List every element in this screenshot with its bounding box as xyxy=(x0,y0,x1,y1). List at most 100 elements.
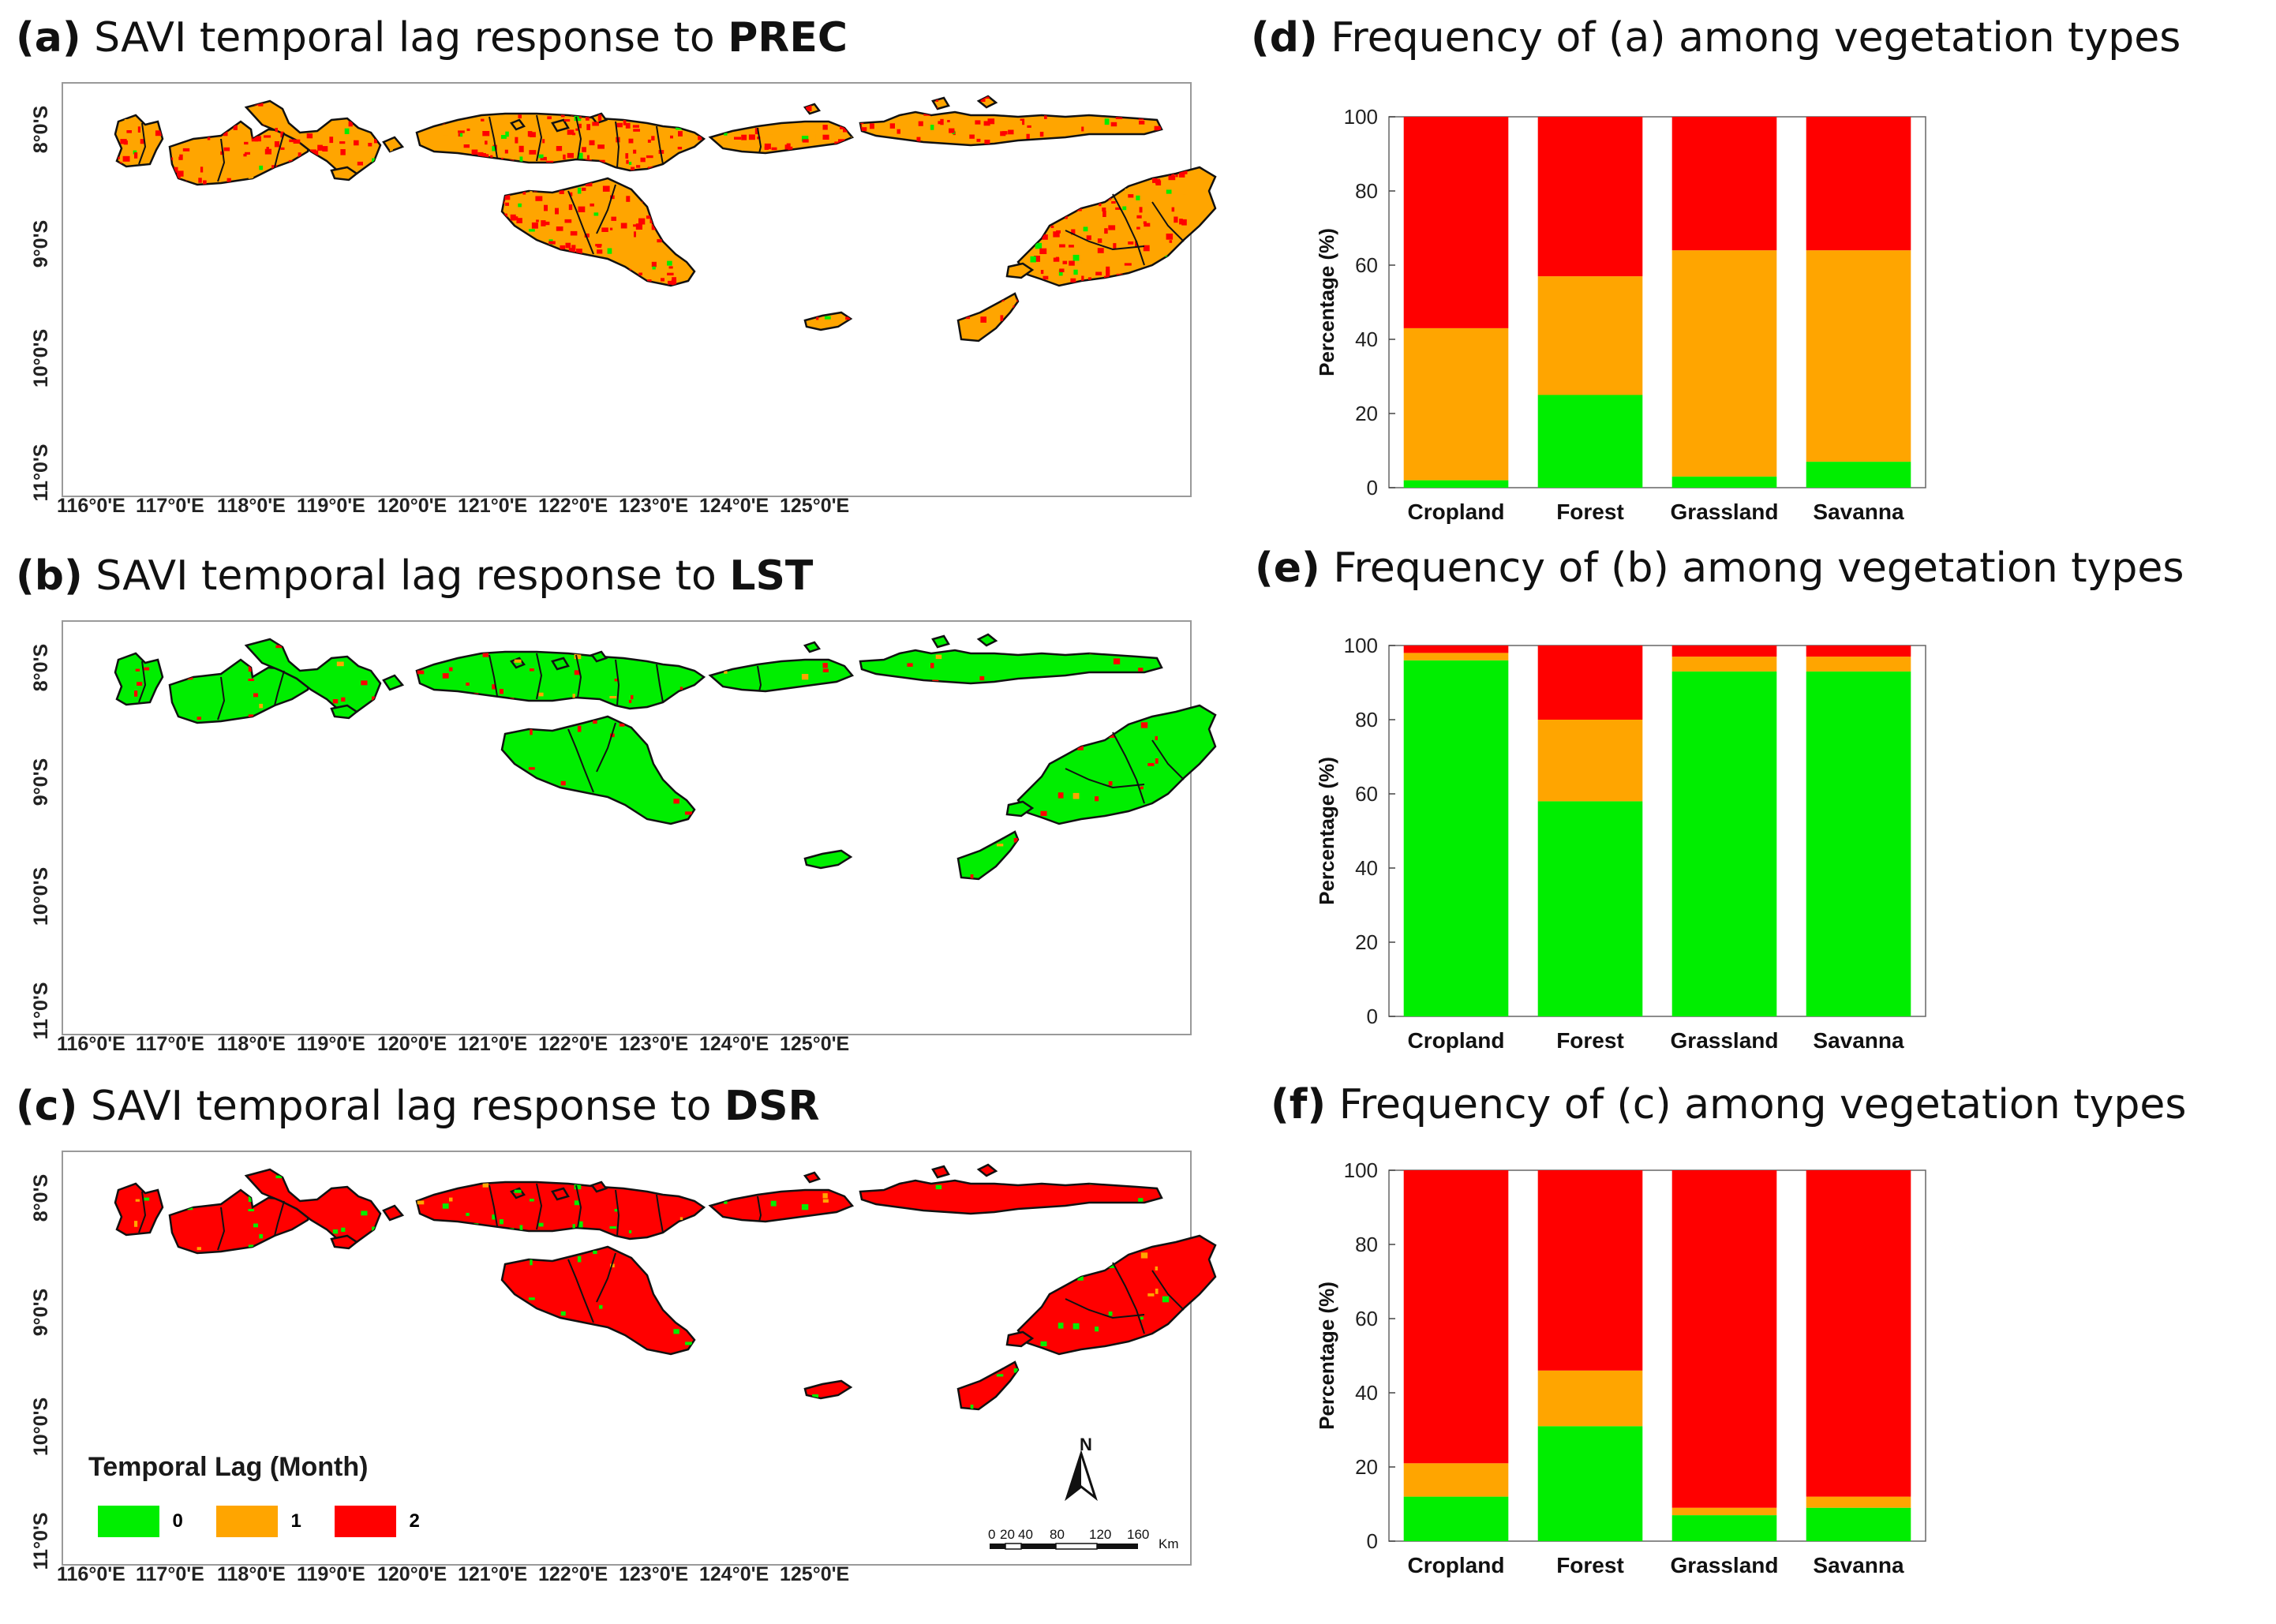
lag-pixel xyxy=(1151,274,1158,280)
lag-pixel xyxy=(426,1371,433,1375)
lag-pixel xyxy=(663,277,667,283)
lag-pixel xyxy=(458,130,465,133)
lag-pixel xyxy=(750,1165,754,1168)
lag-pixel xyxy=(77,761,80,765)
lag-pixel xyxy=(307,207,310,213)
lag-pixel xyxy=(134,152,138,159)
lag-pixel xyxy=(533,297,537,304)
lag-pixel xyxy=(148,215,152,219)
lag-pixel xyxy=(127,311,134,316)
lag-pixel xyxy=(122,273,128,279)
lag-pixel xyxy=(1129,1400,1132,1406)
lag-pixel xyxy=(895,807,901,810)
lag-pixel xyxy=(1129,870,1132,876)
lag-pixel xyxy=(892,242,896,248)
lag-pixel xyxy=(204,209,208,213)
lag-pixel xyxy=(867,717,871,720)
lag-pixel xyxy=(726,710,731,715)
lag-pixel xyxy=(799,287,803,294)
lag-pixel xyxy=(858,1407,863,1409)
lag-pixel xyxy=(534,171,541,178)
lag-pixel xyxy=(1155,347,1160,350)
lag-pixel xyxy=(706,143,712,148)
lag-pixel xyxy=(365,96,369,98)
lag-pixel xyxy=(63,248,67,252)
bar-grassland-lag2 xyxy=(1671,645,1777,657)
lon-label: 117°0'E xyxy=(136,495,204,517)
lag-pixel xyxy=(822,113,829,118)
lag-pixel xyxy=(999,96,1005,99)
lag-pixel xyxy=(1058,212,1061,219)
lag-pixel xyxy=(755,96,761,99)
lag-pixel xyxy=(803,1275,807,1279)
lag-pixel xyxy=(109,289,113,294)
lag-pixel xyxy=(230,257,234,262)
lag-pixel xyxy=(609,227,613,230)
lag-pixel xyxy=(983,121,990,126)
lag-pixel xyxy=(1054,828,1059,833)
lag-pixel xyxy=(1002,210,1006,217)
lag-pixel xyxy=(115,116,118,119)
lag-pixel xyxy=(264,148,271,155)
lag-pixel xyxy=(743,192,747,199)
lag-pixel xyxy=(226,1361,232,1368)
lag-pixel xyxy=(305,279,309,284)
lag-pixel xyxy=(470,215,474,221)
lag-pixel xyxy=(709,282,717,287)
lag-pixel xyxy=(524,185,528,189)
lag-pixel xyxy=(319,103,322,109)
lag-pixel xyxy=(1073,269,1078,275)
y-tick-label: 80 xyxy=(1355,708,1378,732)
lag-pixel xyxy=(298,317,304,322)
y-tick-label: 80 xyxy=(1355,179,1378,203)
lag-pixel xyxy=(685,185,690,189)
lag-pixel xyxy=(66,301,69,306)
lag-pixel xyxy=(470,189,474,193)
lag-pixel xyxy=(1050,208,1058,211)
lag-pixel xyxy=(792,153,798,156)
scale-bar: N 0 20 40 80 120 160 Km xyxy=(988,1435,1179,1551)
lag-pixel xyxy=(758,699,765,706)
lag-pixel xyxy=(962,777,968,784)
lag-pixel xyxy=(1038,150,1043,155)
lag-pixel xyxy=(355,333,360,339)
y-axis-label: Percentage (%) xyxy=(1315,228,1338,376)
lag-pixel xyxy=(758,170,762,176)
lag-pixel xyxy=(1026,645,1032,649)
legend-swatch-1 xyxy=(216,1506,278,1537)
lag-pixel xyxy=(1021,1379,1029,1382)
lag-pixel xyxy=(1102,96,1107,99)
lag-pixel xyxy=(668,266,673,269)
lag-pixel xyxy=(189,776,194,781)
lag-pixel xyxy=(847,182,851,185)
lag-pixel xyxy=(1180,271,1185,274)
lag-pixel xyxy=(817,301,822,305)
lag-pixel xyxy=(1020,118,1025,125)
lag-pixel xyxy=(354,200,361,203)
lag-pixel xyxy=(985,291,990,297)
lag-pixel xyxy=(1105,189,1111,195)
lag-pixel xyxy=(432,166,439,171)
lag-pixel xyxy=(170,317,174,321)
lag-pixel xyxy=(1177,1394,1181,1398)
lag-pixel xyxy=(471,1297,477,1300)
lag-pixel xyxy=(698,238,704,244)
lag-pixel xyxy=(820,167,826,172)
lag-pixel xyxy=(920,259,927,264)
lag-pixel xyxy=(1138,114,1144,121)
lag-pixel xyxy=(952,1297,959,1303)
lag-pixel xyxy=(395,318,402,322)
panel-e-title: (e) Frequency of (b) among vegetation ty… xyxy=(1255,544,2184,592)
lag-pixel xyxy=(72,231,75,234)
lag-pixel xyxy=(484,218,489,222)
lag-pixel xyxy=(459,297,465,302)
lag-pixel xyxy=(905,697,910,704)
lag-pixel xyxy=(896,174,903,177)
lag-pixel xyxy=(284,181,289,188)
lag-pixel xyxy=(476,159,481,166)
bar-forest-lag1 xyxy=(1537,276,1643,395)
lag-pixel xyxy=(979,685,983,690)
lag-pixel xyxy=(339,141,346,144)
lag-pixel xyxy=(1170,272,1177,279)
lag-pixel xyxy=(368,174,375,180)
